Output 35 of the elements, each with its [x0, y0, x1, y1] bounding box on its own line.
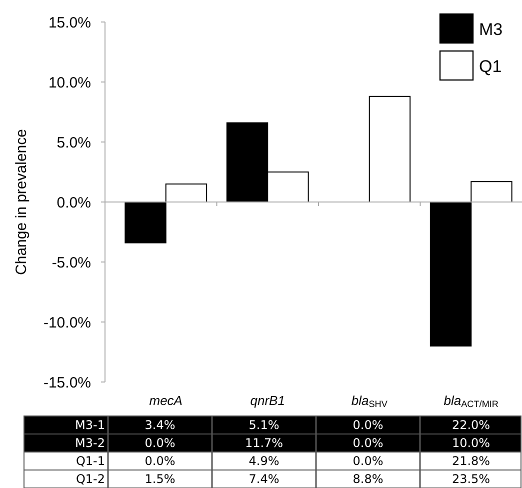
bar	[368, 96, 411, 202]
text: 8.8%	[352, 472, 384, 486]
x-tick-label: qnrB1	[250, 393, 285, 408]
text: 5.1%	[248, 418, 280, 432]
text: M3-1	[75, 418, 105, 432]
y-tick-label: 15.0%	[48, 14, 91, 32]
text: 7.4%	[248, 472, 280, 486]
y-tick-label: 5.0%	[56, 134, 91, 152]
text: Q1-2	[76, 472, 105, 486]
y-tick-label: -15.0%	[43, 374, 91, 392]
legend-label: Q1	[479, 56, 502, 76]
x-tick-label: bla$_{SHV}$	[351, 393, 388, 409]
x-tick-label: bla$_{ACT/MIR}$	[444, 393, 499, 409]
text: 23.5%	[452, 472, 490, 486]
text: 1.5%	[144, 472, 176, 486]
legend-label: M3	[479, 20, 503, 39]
text: 21.8%	[452, 454, 490, 468]
text: 0.0%	[352, 418, 384, 432]
y-tick-label: 0.0%	[56, 194, 91, 212]
y-axis-title: Change in prevalence	[13, 129, 30, 275]
y-tick-label: -5.0%	[52, 254, 91, 272]
text: 0.0%	[352, 436, 384, 450]
text: 3.4%	[144, 418, 176, 432]
text: Q1-1	[76, 454, 105, 468]
text: M3-2	[75, 436, 105, 450]
x-tick-label: mecA	[149, 393, 182, 408]
text: 10.0%	[452, 436, 490, 450]
text: 0.0%	[144, 436, 176, 450]
y-tick-label: -10.0%	[43, 314, 91, 332]
text: 22.0%	[452, 418, 490, 432]
text: 4.9%	[248, 454, 280, 468]
text: 0.0%	[144, 454, 176, 468]
y-tick-label: 10.0%	[48, 74, 91, 92]
text: 11.7%	[244, 436, 284, 450]
text: 0.0%	[352, 454, 384, 468]
